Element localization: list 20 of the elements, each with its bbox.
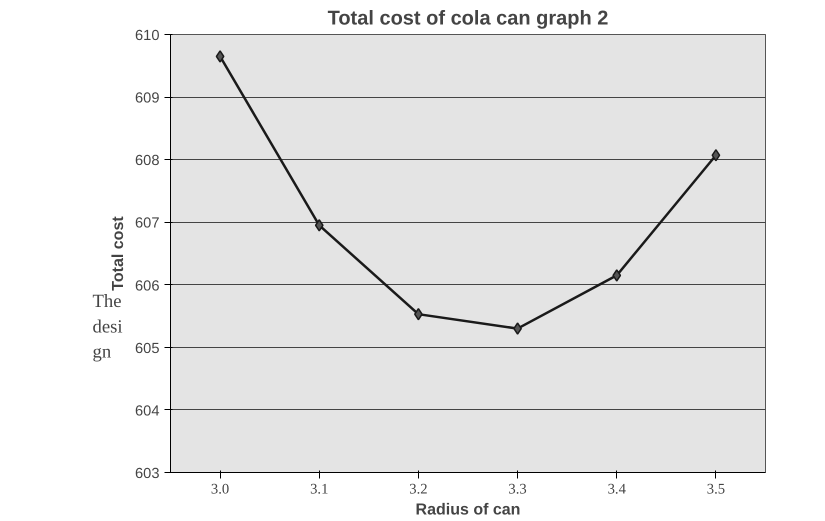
text: The desi gn (92, 291, 123, 362)
x-tick-label: 3.0 (210, 482, 230, 498)
y-tick-label: 603 (135, 466, 160, 482)
x-tick-label: 3.2 (409, 482, 428, 498)
y-tick-label: 610 (135, 28, 160, 44)
chart-title: Total cost of cola can graph 2 (328, 8, 608, 30)
x-tick-label: 3.3 (508, 482, 527, 498)
y-tick-label: 607 (135, 216, 160, 232)
y-tick-label: 608 (135, 153, 160, 170)
y-tick-label: 606 (135, 278, 160, 294)
y-tick-label: 605 (135, 340, 160, 357)
y-tick-label: 609 (135, 90, 160, 107)
x-tick-label: 3.4 (608, 482, 627, 498)
x-tick-label: 3.5 (706, 482, 726, 498)
x-tick-label: 3.1 (310, 482, 328, 498)
y-axis-title: Total cost (110, 216, 128, 291)
point (314, 219, 324, 232)
point (612, 269, 622, 282)
x-axis-title: Radius of can (416, 502, 520, 518)
y-tick-label: 604 (135, 403, 160, 420)
